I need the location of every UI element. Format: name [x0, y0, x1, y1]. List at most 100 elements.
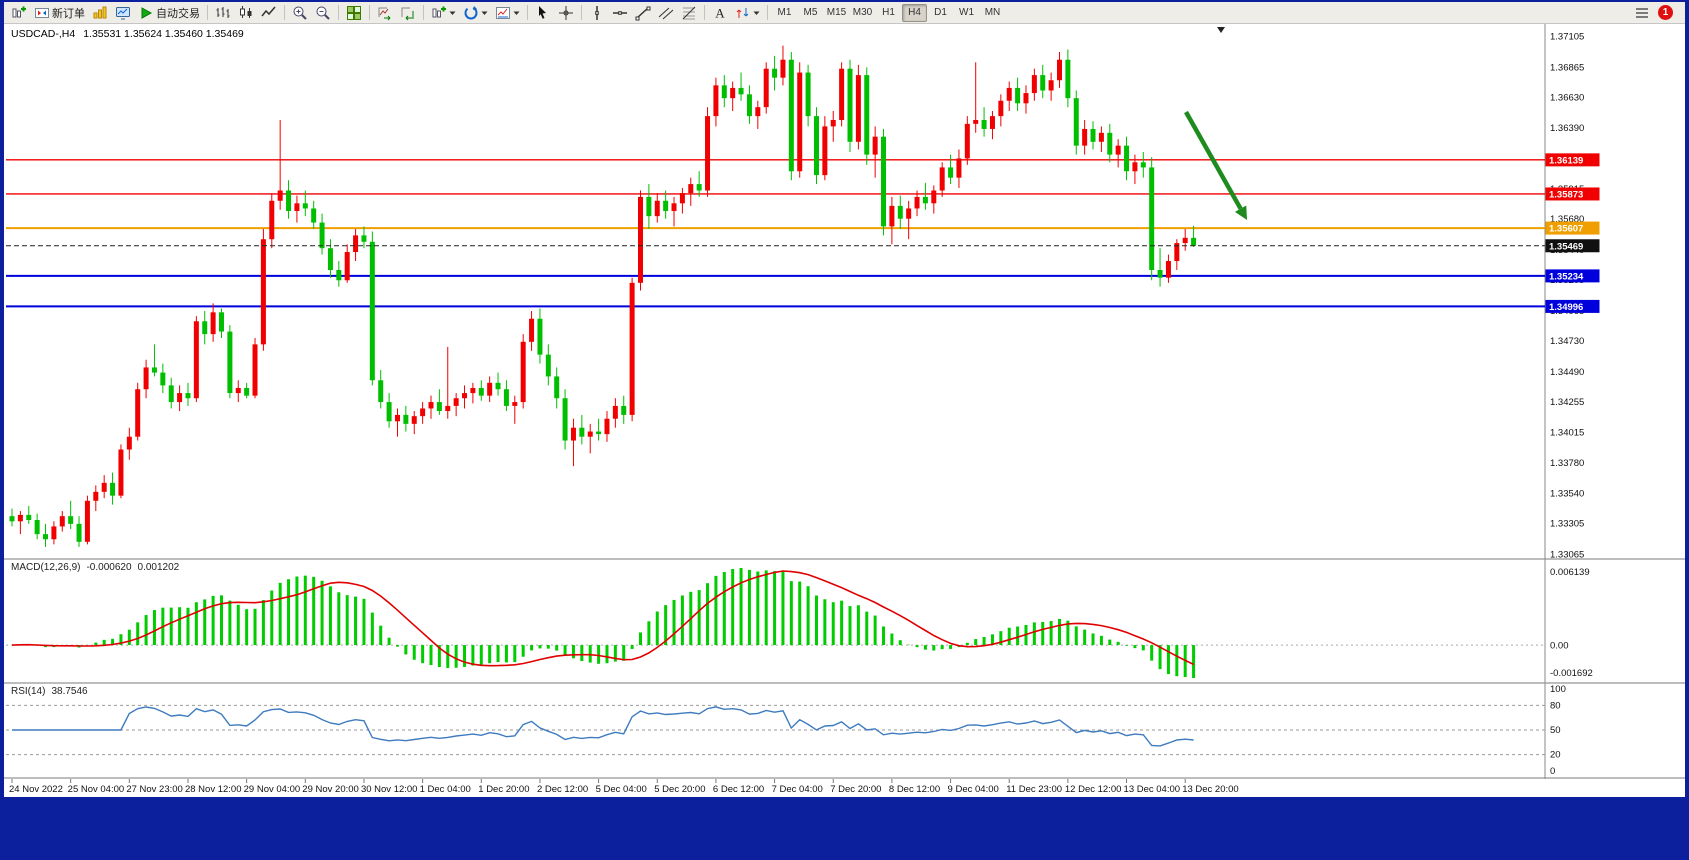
- toolbar-separator: [207, 5, 208, 20]
- menu-icon: [1634, 5, 1650, 21]
- symbol-timeframe: USDCAD-,H4: [11, 28, 76, 40]
- price-label-box: [1545, 153, 1600, 167]
- price-label-text: 1.35234: [1549, 271, 1584, 282]
- price-label-text: 1.35469: [1549, 241, 1583, 252]
- price-label-text: 1.36139: [1549, 155, 1583, 166]
- rsi-axis-label: 0: [1550, 766, 1555, 777]
- timeframe-mn-button[interactable]: MN: [984, 7, 1001, 18]
- chart-canvas[interactable]: 1.371051.368651.366301.363901.361551.359…: [4, 24, 1685, 797]
- auto-scroll-button[interactable]: [374, 3, 396, 23]
- horizontal-line-icon: [612, 5, 628, 21]
- price-tick-label: 1.36630: [1550, 92, 1584, 103]
- fibonacci-tool-button[interactable]: [678, 3, 700, 23]
- charts-button[interactable]: [89, 3, 111, 23]
- profiles-dropdown[interactable]: [460, 3, 491, 23]
- zoom-in-button[interactable]: [289, 3, 311, 23]
- gold-chart-icon: [92, 5, 108, 21]
- toolbar-overflow-button[interactable]: [1631, 3, 1653, 23]
- horizontal-line-tool-button[interactable]: [609, 3, 631, 23]
- price-tick-label: 1.37105: [1550, 32, 1584, 43]
- timeframe-w1-button[interactable]: W1: [959, 7, 974, 18]
- timeframe-m15-button[interactable]: M15: [826, 7, 847, 18]
- panel-divider[interactable]: [4, 682, 1685, 684]
- price-tick-label: 1.33305: [1550, 519, 1584, 530]
- time-tick-label: 13 Dec 20:00: [1182, 784, 1239, 795]
- autotrade-icon: [138, 5, 154, 21]
- arrows-tool-button[interactable]: [732, 3, 763, 23]
- fibonacci-icon: [681, 5, 697, 21]
- price-tick-label: 1.33540: [1550, 489, 1584, 500]
- zoom-out-button[interactable]: [312, 3, 334, 23]
- templates-dropdown[interactable]: [492, 3, 523, 23]
- trend-arrow-annotation[interactable]: [1184, 110, 1247, 220]
- macd-title: MACD(12,26,9): [11, 562, 81, 573]
- timeframe-d1-button[interactable]: D1: [934, 7, 947, 18]
- tile-windows-button[interactable]: [343, 3, 365, 23]
- vertical-line-tool-button[interactable]: [586, 3, 608, 23]
- price-label-box: [1545, 239, 1600, 253]
- macd-axis-label: -0.001692: [1550, 668, 1593, 679]
- panel-divider[interactable]: [4, 558, 1685, 560]
- auto-trading-button[interactable]: 自动交易: [135, 3, 203, 23]
- time-tick-label: 5 Dec 04:00: [596, 784, 647, 795]
- trendline-icon: [635, 5, 651, 21]
- time-tick-label: 7 Dec 20:00: [830, 784, 881, 795]
- cursor-icon: [535, 5, 551, 21]
- time-tick-label: 1 Dec 20:00: [478, 784, 529, 795]
- main-chart-panel[interactable]: [4, 24, 1545, 558]
- line-chart-mode-button[interactable]: [258, 3, 280, 23]
- chart-shift-button[interactable]: [397, 3, 419, 23]
- price-label-text: 1.35607: [1549, 224, 1583, 235]
- price-label-box: [1545, 269, 1600, 283]
- time-tick-label: 6 Dec 12:00: [713, 784, 764, 795]
- time-tick-label: 2 Dec 12:00: [537, 784, 588, 795]
- timeframe-h4-button[interactable]: H4: [902, 3, 927, 22]
- chart-window: 新订单 自动交易 A M1 M5 M15 M30 H1 H4 D1 W1 MN 1 1.37105 1.3…: [4, 2, 1685, 797]
- channel-tool-button[interactable]: [655, 3, 677, 23]
- arrows-obj-icon: [735, 5, 751, 21]
- time-tick-label: 5 Dec 20:00: [654, 784, 705, 795]
- price-axis[interactable]: [1545, 24, 1685, 779]
- zoom-in-icon: [292, 5, 308, 21]
- notifications-badge[interactable]: 1: [1658, 5, 1673, 20]
- crosshair-tool-button[interactable]: [555, 3, 577, 23]
- toolbar-separator: [581, 5, 582, 20]
- text-tool-button[interactable]: A: [709, 3, 731, 23]
- macd-signal-value: 0.001202: [137, 562, 180, 573]
- crosshair-icon: [558, 5, 574, 21]
- toolbar-separator: [369, 5, 370, 20]
- candlesticks-icon: [238, 5, 254, 21]
- timeframe-h1-button[interactable]: H1: [882, 7, 895, 18]
- price-label-box: [1545, 221, 1600, 235]
- timeframe-m5-button[interactable]: M5: [803, 7, 818, 18]
- timeframe-m1-button[interactable]: M1: [777, 7, 792, 18]
- price-tick-label: 1.34730: [1550, 336, 1584, 347]
- candlestick-mode-button[interactable]: [235, 3, 257, 23]
- chart-area: 1.371051.368651.366301.363901.361551.359…: [4, 24, 1685, 797]
- rsi-axis-label: 50: [1550, 725, 1561, 736]
- panel-divider[interactable]: [4, 777, 1685, 779]
- price-label-box: [1545, 187, 1600, 201]
- trendline-tool-button[interactable]: [632, 3, 654, 23]
- new-chart-dropdown[interactable]: [428, 3, 459, 23]
- auto-scroll-icon: [377, 5, 393, 21]
- vertical-line-icon: [589, 5, 605, 21]
- time-tick-label: 27 Nov 23:00: [126, 784, 183, 795]
- new-chart-button[interactable]: [8, 3, 30, 23]
- new-order-button[interactable]: 新订单: [31, 3, 88, 23]
- market-watch-button[interactable]: [112, 3, 134, 23]
- macd-axis-label: 0.006139: [1550, 567, 1590, 578]
- macd-main-value: -0.000620: [86, 562, 132, 573]
- bar-chart-mode-button[interactable]: [212, 3, 234, 23]
- time-tick-label: 30 Nov 12:00: [361, 784, 418, 795]
- rsi-axis-label: 20: [1550, 750, 1561, 761]
- rsi-axis-label: 80: [1550, 700, 1561, 711]
- time-axis[interactable]: [4, 779, 1685, 797]
- cursor-tool-button[interactable]: [532, 3, 554, 23]
- time-tick-label: 12 Dec 12:00: [1065, 784, 1122, 795]
- time-tick-label: 24 Nov 2022: [9, 784, 63, 795]
- macd-label: MACD(12,26,9) -0.000620 0.001202: [11, 562, 185, 573]
- rsi-value: 38.7546: [51, 686, 88, 697]
- timeframe-m30-button[interactable]: M30: [852, 7, 873, 18]
- rsi-label: RSI(14) 38.7546: [11, 686, 94, 697]
